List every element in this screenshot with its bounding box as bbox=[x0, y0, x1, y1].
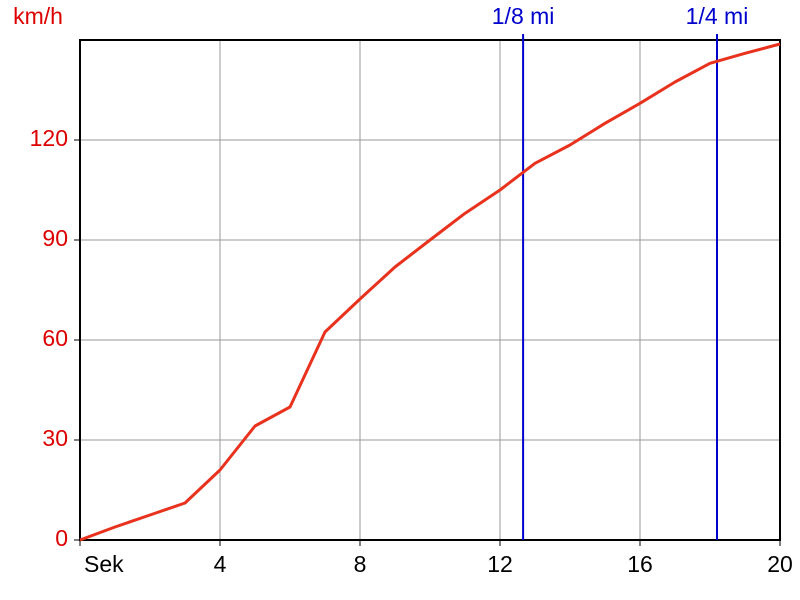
x-tick-label: 4 bbox=[214, 551, 227, 577]
plot-frame bbox=[79, 39, 781, 541]
y-tick-label: 60 bbox=[42, 325, 68, 351]
x-tick-label: Sek bbox=[84, 551, 124, 577]
y-tick-label: 90 bbox=[42, 225, 68, 251]
y-tick-label: 30 bbox=[42, 425, 68, 451]
x-tick-label: 16 bbox=[627, 551, 653, 577]
distance-label: 1/8 mi bbox=[492, 3, 555, 29]
y-tick-label: 120 bbox=[30, 125, 68, 151]
y-axis-label: km/h bbox=[13, 3, 63, 29]
x-tick-label: 8 bbox=[354, 551, 367, 577]
x-tick-label: 12 bbox=[487, 551, 513, 577]
x-tick-label: 20 bbox=[767, 551, 793, 577]
distance-label: 1/4 mi bbox=[686, 3, 749, 29]
y-tick-label: 0 bbox=[55, 525, 68, 551]
speed-line bbox=[79, 42, 781, 542]
